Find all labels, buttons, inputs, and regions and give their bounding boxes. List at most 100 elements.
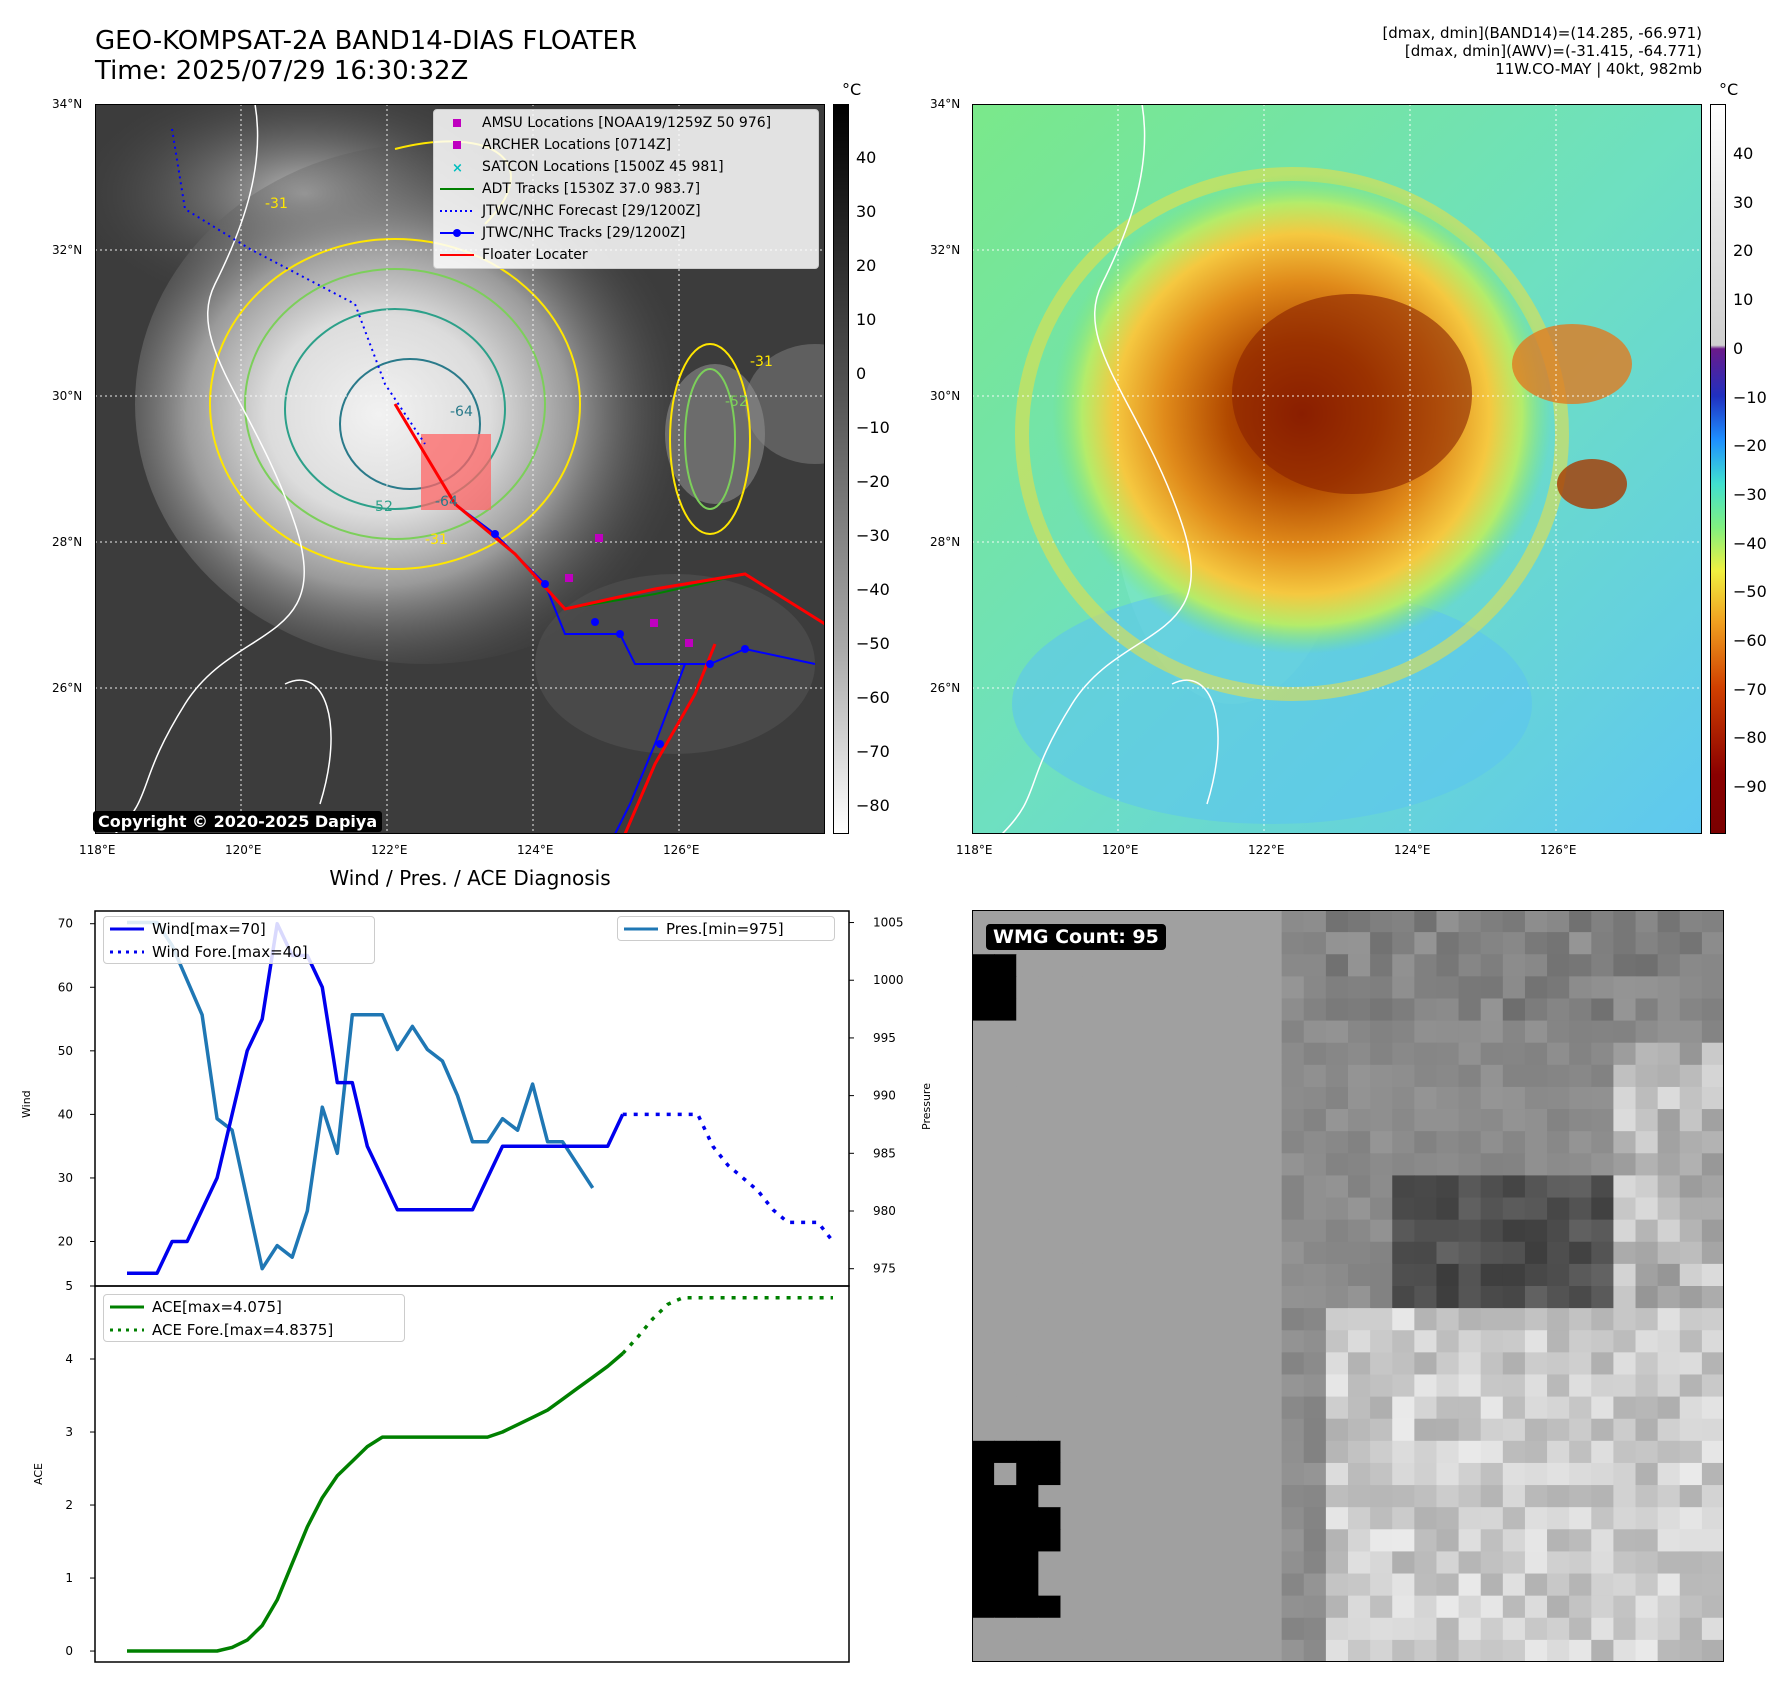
wmg-pixel bbox=[1060, 1507, 1084, 1530]
wmg-pixel bbox=[972, 1241, 995, 1265]
wmg-pixel bbox=[1237, 1109, 1261, 1132]
wmg-pixel bbox=[1569, 976, 1592, 1000]
wmg-pixel bbox=[1591, 1131, 1615, 1154]
wmg-pixel bbox=[1016, 1507, 1039, 1530]
wmg-pixel bbox=[1193, 954, 1216, 977]
wmg-pixel bbox=[994, 1064, 1017, 1088]
wmg-pixel bbox=[1569, 1440, 1592, 1464]
colorbar-tick-label: 0 bbox=[1733, 338, 1744, 358]
wmg-pixel bbox=[1591, 910, 1615, 933]
wmg-pixel bbox=[1458, 1263, 1482, 1287]
wmg-pixel bbox=[1591, 932, 1615, 955]
wmg-pixel bbox=[1281, 1064, 1305, 1088]
wmg-pixel bbox=[1038, 954, 1062, 977]
wmg-pixel bbox=[1104, 1573, 1128, 1597]
wmg-pixel bbox=[994, 1219, 1017, 1243]
colorbar-tick-label: −70 bbox=[1733, 679, 1767, 699]
wmg-pixel bbox=[1060, 1551, 1084, 1575]
wmg-pixel bbox=[1082, 1241, 1106, 1265]
legend-symbol-icon: × bbox=[440, 161, 474, 173]
wmg-pixel bbox=[1303, 1418, 1327, 1442]
wmg-pixel bbox=[1348, 1042, 1371, 1066]
wmg-pixel bbox=[1613, 1197, 1637, 1221]
wmg-pixel bbox=[1303, 1286, 1327, 1309]
wmg-pixel bbox=[972, 1617, 995, 1641]
wmg-pixel bbox=[1657, 910, 1681, 933]
wmg-pixel bbox=[1657, 1197, 1681, 1221]
wmg-pixel bbox=[1635, 1308, 1659, 1331]
wmg-pixel bbox=[1392, 1573, 1415, 1597]
wmg-pixel bbox=[1215, 1263, 1239, 1287]
wmg-pixel bbox=[1038, 1042, 1062, 1066]
legend-ace-label: ACE[max=4.075] bbox=[152, 1297, 282, 1316]
wind-tick-label: 70 bbox=[58, 917, 73, 931]
wmg-pixel bbox=[1569, 1462, 1592, 1486]
wmg-pixel bbox=[972, 1551, 995, 1575]
wmg-pixel bbox=[1038, 1330, 1062, 1353]
wmg-pixel bbox=[1635, 932, 1659, 955]
wmg-pixel bbox=[1259, 1263, 1283, 1287]
wmg-pixel bbox=[1303, 1462, 1327, 1486]
wmg-pixel bbox=[1657, 1462, 1681, 1486]
wmg-pixel bbox=[1148, 1462, 1172, 1486]
wmg-pixel bbox=[1524, 1020, 1548, 1044]
wmg-pixel bbox=[1237, 1639, 1261, 1663]
ace-tick-label: 1 bbox=[65, 1571, 73, 1585]
wmg-pixel bbox=[1148, 1551, 1172, 1575]
wmg-pixel bbox=[1348, 1529, 1371, 1553]
wmg-pixel bbox=[1414, 1263, 1438, 1287]
colorbar-tick-label: −50 bbox=[1733, 582, 1767, 602]
wmg-pixel bbox=[1060, 1131, 1084, 1154]
wmg-pixel bbox=[1591, 1064, 1615, 1088]
wmg-pixel bbox=[1348, 1109, 1371, 1132]
wmg-pixel bbox=[994, 998, 1017, 1022]
wmg-pixel bbox=[1635, 910, 1659, 933]
wmg-pixel bbox=[994, 1462, 1017, 1486]
wmg-pixel bbox=[1237, 1573, 1261, 1597]
wmg-pixel bbox=[1281, 1617, 1305, 1641]
wmg-pixel bbox=[972, 1462, 995, 1486]
wmg-pixel bbox=[1325, 954, 1349, 977]
pressure-tick-label: 990 bbox=[873, 1089, 896, 1103]
wmg-pixel bbox=[1679, 1507, 1703, 1530]
wmg-pixel bbox=[1657, 1175, 1681, 1199]
wmg-pixel bbox=[1370, 1374, 1393, 1398]
wmg-pixel bbox=[1104, 976, 1128, 1000]
wmg-pixel bbox=[1414, 1352, 1438, 1376]
wmg-pixel bbox=[1436, 1507, 1460, 1530]
wmg-pixel bbox=[972, 998, 995, 1022]
wmg-pixel bbox=[1126, 1617, 1150, 1641]
wmg-pixel bbox=[1524, 1440, 1548, 1464]
wmg-pixel bbox=[1701, 1595, 1725, 1619]
wmg-pixel bbox=[1038, 1639, 1062, 1663]
wmg-pixel bbox=[1569, 1175, 1592, 1199]
wmg-pixel bbox=[1458, 976, 1482, 1000]
wmg-pixel bbox=[1436, 998, 1460, 1022]
wmg-pixel bbox=[1524, 1219, 1548, 1243]
wmg-pixel bbox=[1458, 1086, 1482, 1110]
wmg-pixel bbox=[1613, 1109, 1637, 1132]
legend-symbol-icon bbox=[440, 186, 474, 192]
ir-legend-item: × SATCON Locations [1500Z 45 981] bbox=[434, 156, 818, 178]
wmg-pixel bbox=[1237, 976, 1261, 1000]
wmg-pixel bbox=[1657, 1020, 1681, 1044]
wmg-pixel bbox=[1591, 1197, 1615, 1221]
wmg-pixel bbox=[1038, 1462, 1062, 1486]
wmg-pixel bbox=[1458, 1330, 1482, 1353]
wmg-pixel bbox=[1392, 1197, 1415, 1221]
title-line-1: GEO-KOMPSAT-2A BAND14-DIAS FLOATER bbox=[95, 26, 638, 56]
wmg-pixel bbox=[1591, 1109, 1615, 1132]
wmg-pixel bbox=[1126, 1374, 1150, 1398]
wmg-pixel bbox=[1370, 1241, 1393, 1265]
wmg-pixel bbox=[1060, 1418, 1084, 1442]
wmg-pixel bbox=[1436, 1330, 1460, 1353]
wmg-pixel bbox=[1679, 910, 1703, 933]
wind-tick-label: 20 bbox=[58, 1235, 73, 1249]
wmg-pixel bbox=[1370, 1286, 1393, 1309]
legend-pres: Pres.[min=975] bbox=[618, 917, 834, 940]
wmg-pixel bbox=[972, 1086, 995, 1110]
wmg-pixel bbox=[1237, 1330, 1261, 1353]
wmg-pixel bbox=[1502, 1396, 1526, 1420]
wmg-pixel bbox=[1348, 1197, 1371, 1221]
wmg-pixel bbox=[1547, 1042, 1570, 1066]
